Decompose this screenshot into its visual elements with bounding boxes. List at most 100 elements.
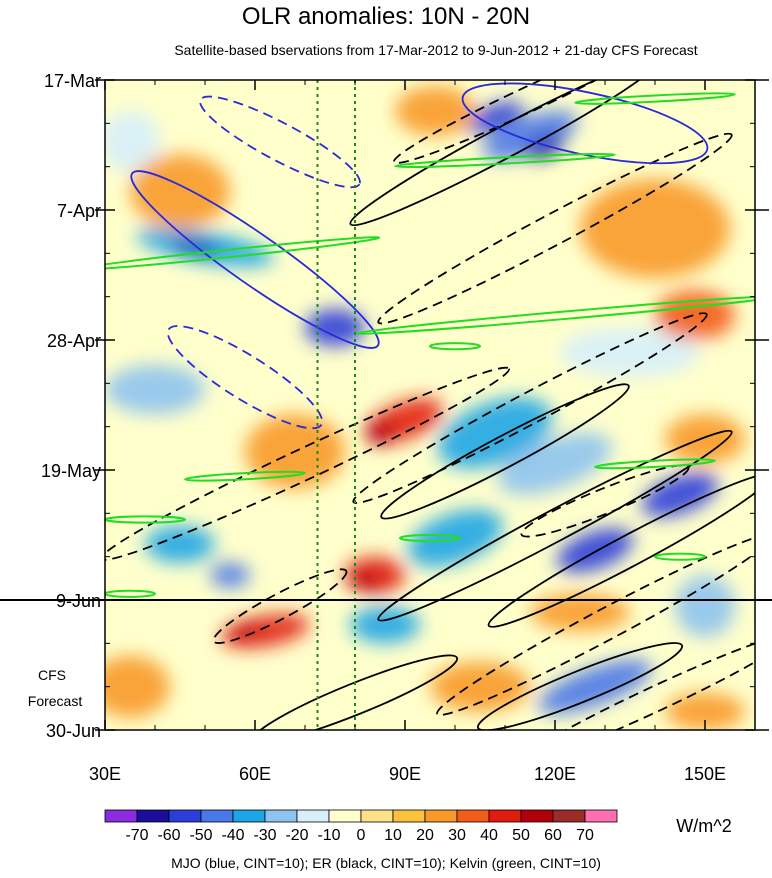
y-tick-label: 7-Apr [57,201,101,221]
colorbar-swatch [360,809,394,823]
colorbar-label: 30 [448,827,466,844]
colorbar-swatch [104,809,138,823]
er-contour [518,633,755,730]
x-tick-label: 120E [534,764,576,784]
kelvin-contour [429,342,481,351]
anomaly-blob [560,327,700,378]
anomaly-blob [130,154,230,229]
kelvin-contour [574,92,736,105]
y-tick-label: 9-Jun [56,591,101,611]
mjo-contour [130,170,380,349]
colorbar-label: -20 [285,827,308,844]
colorbar-swatch [264,809,298,823]
anomaly-blob [482,111,578,161]
colorbar-swatch [232,809,266,823]
er-contour [212,568,348,644]
anomaly-blob [497,432,613,495]
mjo-contour [199,95,361,189]
colorbar: -70 -60 -50 -40 -30 -20 -10 0 10 20 30 40 50 60 70 [104,809,618,844]
anomaly-blob [395,86,475,136]
anomaly-blob [407,509,503,567]
x-tick-label: 60E [239,764,271,784]
colorbar-swatch [328,809,362,823]
anomaly-blob [220,613,310,649]
colorbar-label: 60 [544,827,562,844]
colorbar-swatch [200,809,234,823]
colorbar-unit: W/m^2 [676,816,731,836]
er-contour [393,80,667,164]
er-contour [377,132,733,325]
kelvin-contour [399,534,461,543]
anomaly-blob [530,593,630,631]
er-contour [105,366,510,561]
colorbar-swatch [296,809,330,823]
anomaly-blob [210,562,250,588]
er-contour [436,533,755,716]
colorbar-swatch [520,809,554,823]
kelvin-contour [594,458,716,470]
contour-legend-footer: MJO (blue, CINT=10); ER (black, CINT=10)… [171,855,601,871]
colorbar-label: -60 [157,827,180,844]
anomaly-blob [430,661,530,712]
anomaly-blob [170,239,220,255]
axes: 30E 60E 90E 120E 150E 17-Mar 7-Apr 28-Apr 19-May… [41,71,769,784]
y-tick-label: 30-Jun [46,721,101,741]
anomaly-blob [538,659,652,714]
colorbar-label: 20 [416,827,434,844]
er-contour [251,654,459,730]
reference-longitude-lines [316,80,356,730]
anomaly-blob [665,414,745,464]
colorbar-label: 70 [576,827,594,844]
colorbar-label: 0 [357,827,366,844]
er-contour [476,642,684,730]
x-tick-label: 150E [684,764,726,784]
plot-area [0,79,772,731]
colorbar-swatch [392,809,426,823]
y-tick-label: 28-Apr [47,331,101,351]
anomaly-blob [105,364,205,415]
colorbar-swatch [168,809,202,823]
er-contour [520,464,690,538]
colorbar-label: -10 [317,827,340,844]
anomaly-blob [105,110,160,173]
colorbar-label: 50 [512,827,530,844]
er-contour [352,312,708,504]
colorbar-label: -30 [253,827,276,844]
anomaly-blob [556,528,634,573]
er-contour [377,429,733,622]
kelvin-contour [105,589,156,598]
plot-frame [104,79,756,731]
x-tick-label: 90E [389,764,421,784]
colorbar-swatch [424,809,458,823]
anomaly-blob [675,575,735,638]
anomaly-blob [230,624,260,638]
colorbar-label: 10 [384,827,402,844]
kelvin-contour [105,236,381,271]
anomaly-shading-group [105,86,745,730]
anomaly-blob [145,525,215,563]
colorbar-swatch [552,809,586,823]
anomaly-blob [580,179,730,279]
anomaly-blob [305,309,365,347]
anomaly-blob [466,101,524,133]
x-tick-label: 30E [89,764,121,784]
kelvin-contour [184,470,306,482]
anomaly-blob [265,98,345,161]
colorbar-label: -40 [221,827,244,844]
anomaly-blob [365,420,395,446]
colorbar-label: -50 [189,827,212,844]
er-contour [487,473,755,628]
colorbar-label: 40 [480,827,498,844]
anomaly-blob [350,572,380,591]
colorbar-label: -70 [125,827,148,844]
colorbar-swatch [488,809,522,823]
anomaly-shading [105,86,745,730]
colorbar-swatch [584,809,618,823]
mjo-contour [166,325,324,430]
kelvin-contour [394,152,616,169]
chart-subtitle: Satellite-based bservations from 17-Mar-… [174,42,697,58]
y-tick-label: 17-Mar [44,71,101,91]
y-tick-label: 19-May [41,461,101,481]
chart-title: OLR anomalies: 10N - 20N [242,3,530,30]
anomaly-blob [665,692,745,730]
